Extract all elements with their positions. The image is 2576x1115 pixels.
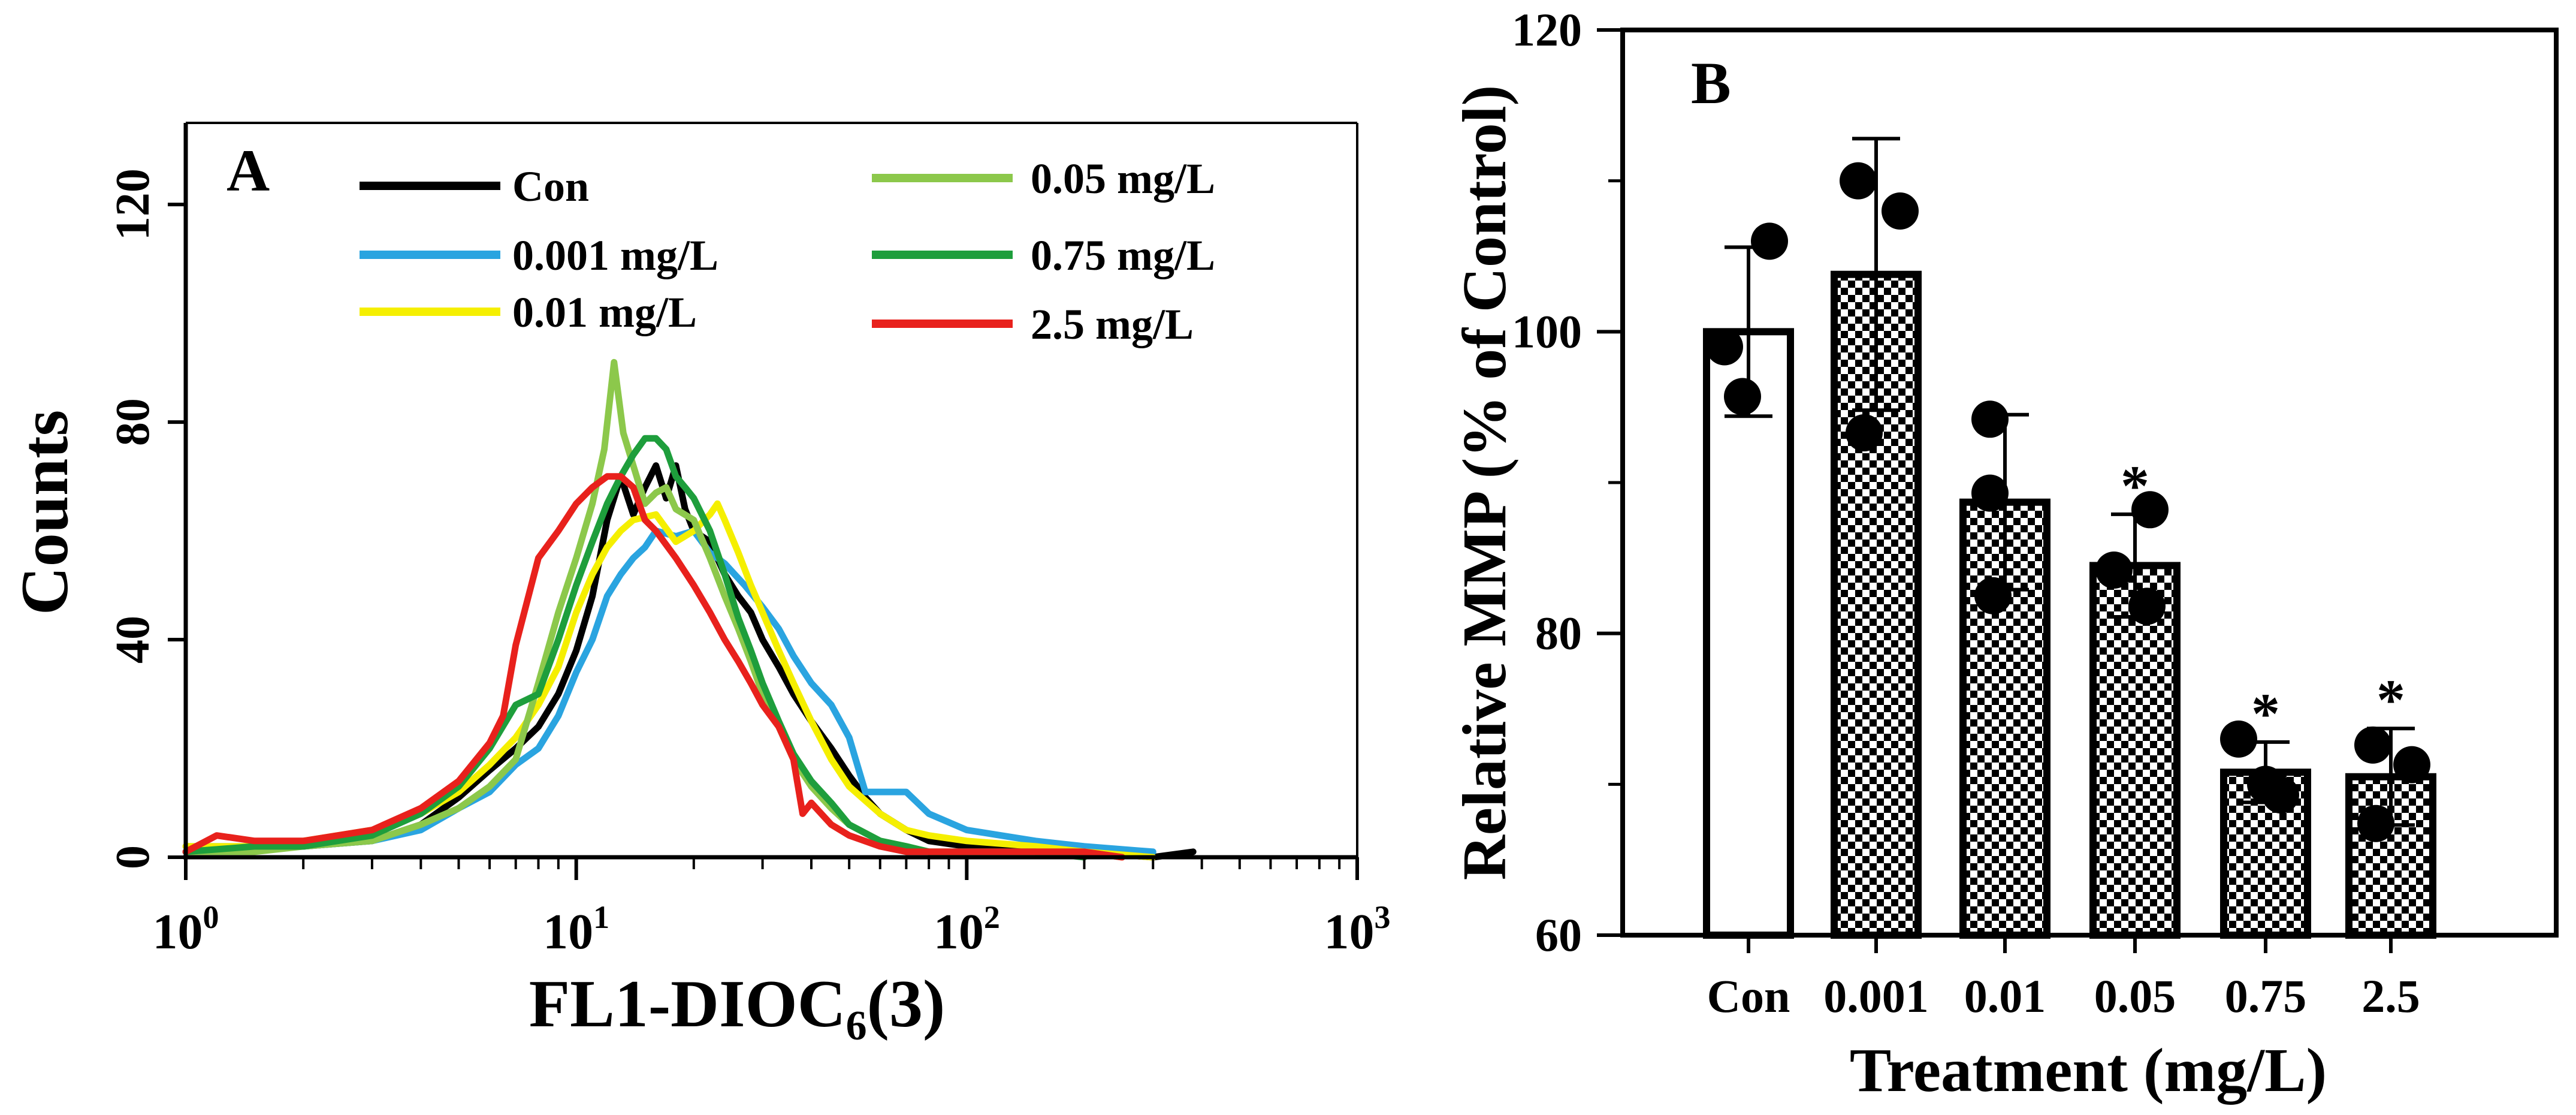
x-tick-label-con: Con: [1707, 970, 1790, 1022]
data-point-con: [1706, 328, 1743, 366]
data-point-0-75: [2262, 776, 2299, 813]
data-point-0-05: [2095, 551, 2133, 589]
legend-label-con: Con: [512, 162, 589, 210]
series-line-0-001-mg-l: [182, 528, 1156, 855]
panel-b-bars: Con 0.001 0.01 * 0.05 * 0.75 * 2.5: [1703, 137, 2436, 1022]
series-line-con: [182, 462, 1197, 861]
data-point-con: [1724, 378, 1761, 415]
data-point-0-01: [1974, 577, 2012, 614]
panel-a-flow-histogram: 0 40 80 120 100 101 102 103 Con 0.001 mg/L 0.01 m…: [8, 122, 1391, 1049]
x-tick-label-0-01: 0.01: [1964, 970, 2046, 1022]
x-tick-label: 102: [934, 899, 1000, 960]
series-line-0-75-mg-l: [182, 435, 1088, 861]
data-point-0-05: [2128, 587, 2166, 625]
y-tick-label: 120: [1512, 4, 1582, 56]
panel-b-ticks: 60 80 100 120: [1512, 4, 2393, 961]
legend-label-2-5-mg-l: 2.5 mg/L: [1031, 300, 1194, 348]
panel-b-x-axis-label: Treatment (mg/L): [1850, 1036, 2327, 1105]
significance-marker-0-75: *: [2251, 682, 2280, 746]
y-tick-label: 80: [1535, 607, 1582, 659]
x-tick-label: 103: [1324, 899, 1391, 960]
y-tick-label: 60: [1535, 909, 1582, 961]
x-tick-label-2-5: 2.5: [2361, 970, 2420, 1022]
y-tick-label: 80: [107, 398, 159, 446]
x-axis-label-tail: (3): [867, 967, 946, 1041]
y-tick-label: 100: [1512, 305, 1582, 357]
y-tick-label: 40: [107, 616, 159, 664]
x-tick-label-0-75: 0.75: [2225, 970, 2307, 1022]
data-point-2-5: [2354, 726, 2391, 764]
significance-marker-2-5: *: [2376, 668, 2405, 732]
data-point-2-5: [2393, 746, 2430, 783]
legend-label-0-001-mg-l: 0.001 mg/L: [512, 231, 718, 279]
panel-a-x-axis-label: FL1-DIOC6(3): [529, 967, 945, 1049]
panel-a-axes: [183, 122, 1358, 860]
significance-marker-0-05: *: [2121, 454, 2149, 518]
bar-con: [1703, 328, 1794, 939]
x-axis-label-main: FL1-DIOC: [529, 967, 846, 1041]
legend-label-0-01-mg-l: 0.01 mg/L: [512, 288, 697, 336]
data-point-0-001: [1840, 162, 1877, 200]
data-point-2-5: [2357, 804, 2394, 842]
panel-b-y-axis-label: Relative MMP (% of Control): [1450, 85, 1519, 881]
x-tick-label-0-05: 0.05: [2094, 970, 2176, 1022]
data-point-0-01: [1971, 474, 2009, 512]
panel-b-label: B: [1691, 50, 1731, 116]
data-point-0-75: [2220, 720, 2257, 758]
panel-a-legend: Con 0.001 mg/L 0.01 mg/L 0.05 mg/L 0.75 mg/L…: [360, 155, 1215, 348]
y-tick-label: 120: [107, 168, 159, 240]
panel-a-y-axis-label: Counts: [8, 410, 82, 615]
data-point-0-01: [1971, 400, 2009, 438]
x-axis-label-subscript: 6: [846, 1003, 867, 1049]
legend-label-0-75-mg-l: 0.75 mg/L: [1031, 231, 1215, 279]
panel-a-series-group: [182, 358, 1197, 861]
x-tick-label: 100: [153, 899, 219, 960]
y-tick-label: 0: [107, 845, 159, 869]
panel-a-label: A: [227, 137, 270, 204]
panel-a-ticks: 0 40 80 120 100 101 102 103: [107, 168, 1391, 960]
bar-0-05: [2089, 562, 2181, 939]
data-point-0-05: [2131, 491, 2169, 529]
data-point-0-001: [1882, 192, 1919, 230]
data-point-0-001: [1846, 414, 1883, 451]
x-tick-label: 101: [543, 899, 609, 960]
x-tick-label-0-001: 0.001: [1823, 970, 1929, 1022]
legend-label-0-05-mg-l: 0.05 mg/L: [1031, 155, 1215, 203]
series-line-2-5-mg-l: [182, 473, 1126, 861]
series-line-0-01-mg-l: [182, 500, 1156, 861]
data-point-con: [1751, 222, 1788, 260]
